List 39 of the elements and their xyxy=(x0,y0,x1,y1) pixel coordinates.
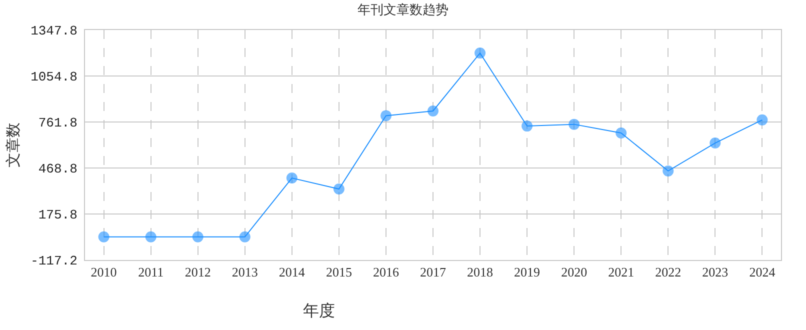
y-tick-label: 1347.8 xyxy=(30,24,78,39)
x-tick-label: 2023 xyxy=(702,264,728,280)
point xyxy=(286,172,298,184)
x-tick-label: 2014 xyxy=(278,264,306,280)
x-tick-label: 2021 xyxy=(608,264,634,280)
x-tick-label: 2017 xyxy=(420,264,446,280)
x-tick-label: 2015 xyxy=(326,264,352,280)
x-tick-label: 2022 xyxy=(655,264,682,280)
point xyxy=(192,231,204,242)
point xyxy=(474,48,486,59)
x-tick-label: 2016 xyxy=(372,264,400,280)
x-tick-label: 2019 xyxy=(514,264,540,280)
x-axis-title: 年度 xyxy=(303,302,335,320)
x-tick-label: 2024 xyxy=(749,264,776,280)
y-axis-title: 文章数 xyxy=(4,122,22,168)
point xyxy=(428,105,438,116)
point xyxy=(98,231,110,242)
point xyxy=(333,184,344,195)
x-tick-label: 2018 xyxy=(467,264,494,280)
point xyxy=(380,110,392,122)
y-tick-label: 761.8 xyxy=(38,116,78,131)
x-tick-label: 2011 xyxy=(138,264,164,280)
y-tick-label: 468.8 xyxy=(38,162,78,177)
point xyxy=(710,138,721,149)
point xyxy=(756,114,768,126)
point xyxy=(239,231,250,242)
y-tick-label: 175.8 xyxy=(38,208,78,223)
chart-title: 年刊文章数趋势 xyxy=(358,2,448,18)
point xyxy=(616,127,627,138)
x-tick-label: 2010 xyxy=(90,264,117,280)
point xyxy=(522,120,533,132)
x-tick-label: 2020 xyxy=(561,264,588,280)
y-tick-label: 1054.8 xyxy=(30,70,78,85)
x-tick-label: 2013 xyxy=(232,264,258,280)
point xyxy=(145,231,156,242)
point xyxy=(662,165,674,176)
point xyxy=(568,118,580,130)
y-tick-label: -117.2 xyxy=(30,254,78,269)
x-tick-label: 2012 xyxy=(184,264,211,280)
